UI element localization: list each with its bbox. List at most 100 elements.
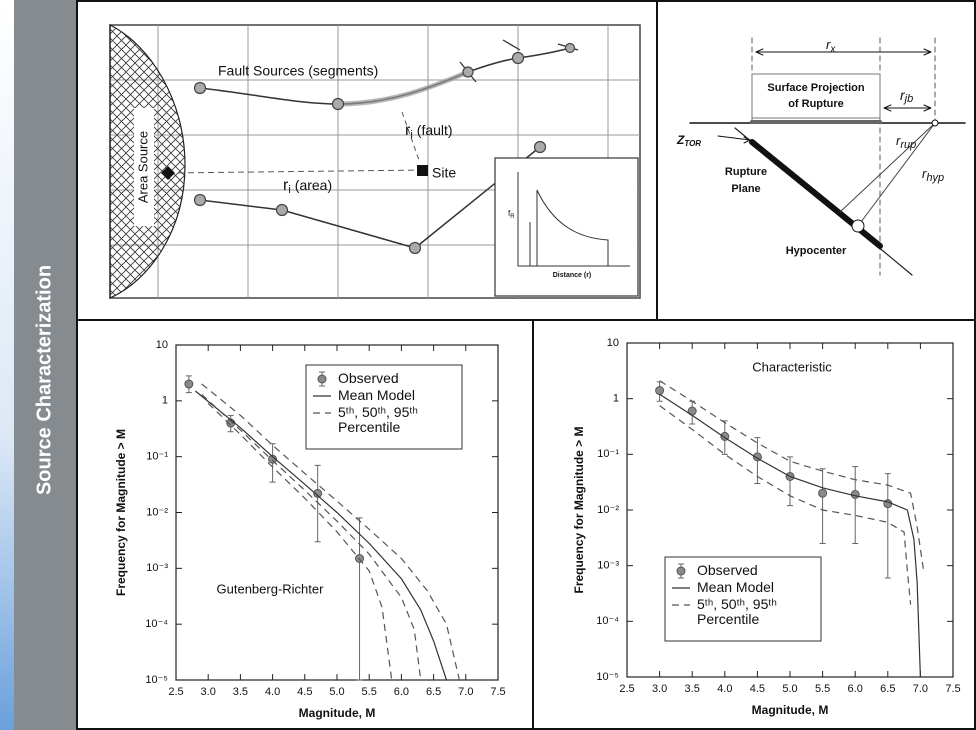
- y-tick-label: 10⁻⁴: [145, 618, 168, 630]
- data-point: [818, 488, 828, 498]
- legend-entry: Observed: [697, 563, 758, 578]
- symbol: r: [896, 133, 901, 148]
- chart: 10 1 10⁻¹ 10⁻² 10⁻³ 10⁻⁴ 10⁻⁵2.5 3.0 3.5 4.0 4.5 5.…: [572, 337, 960, 717]
- subscript: hyp: [926, 172, 944, 184]
- text: (fault): [417, 122, 453, 138]
- x-tick-label: 6.5: [880, 683, 895, 695]
- subscript: rup: [900, 139, 916, 151]
- symbol: r: [900, 87, 906, 103]
- subscript: x: [829, 44, 836, 55]
- inset-axes: [517, 172, 630, 267]
- x-axis-label: Magnitude, M: [752, 703, 829, 717]
- error-bar: [852, 466, 859, 545]
- label-bg: [134, 108, 154, 226]
- plane-label: Rupture: [725, 166, 767, 178]
- y-tick-label: 10⁻⁵: [596, 671, 619, 683]
- symbol: r: [922, 166, 927, 181]
- x-tick-label: 7.5: [490, 686, 505, 698]
- legend-entry: Mean Model: [338, 388, 415, 403]
- x-tick-label: 4.5: [750, 683, 765, 695]
- x-tick-label: 5.0: [782, 683, 797, 695]
- rupture-segment: [337, 69, 469, 107]
- hypocenter-label: Hypocenter: [786, 245, 847, 257]
- legend-entry: 5ᵗʰ, 50ᵗʰ, 95ᵗʰ Percentile: [338, 405, 418, 435]
- legend-label: 5ᵗʰ, 50ᵗʰ, 95ᵗʰ Percentile: [697, 597, 777, 627]
- legend-symbol: [676, 566, 686, 576]
- percentile-line: [659, 405, 912, 605]
- area-point: [161, 166, 175, 180]
- y-tick-label: 10: [607, 337, 619, 349]
- rrup-line: [839, 122, 936, 213]
- edge-strip: [0, 0, 14, 730]
- y-axis-label: Frequency for Magnitude > M: [572, 426, 586, 593]
- symbol: Z: [676, 133, 685, 147]
- panel-frame: [76, 0, 976, 730]
- data-point: [850, 489, 860, 499]
- fault-trace: [199, 146, 541, 249]
- x-tick-label: 4.5: [297, 686, 312, 698]
- legend-entry: Observed: [338, 371, 399, 386]
- x-tick-label: 6.0: [848, 683, 863, 695]
- y-tick-label: 10⁻⁵: [145, 674, 168, 686]
- percentile-line: [201, 394, 422, 681]
- fault-distance-label: ri (fault): [405, 122, 453, 141]
- error-bar: [884, 473, 891, 579]
- rhyp-line: [857, 122, 936, 227]
- y-tick-label: 10⁻⁴: [596, 615, 619, 627]
- x-tick-label: 2.5: [619, 683, 634, 695]
- legend-label: Observed: [697, 563, 758, 578]
- y-axis-label: Frequency for Magnitude > M: [114, 429, 128, 596]
- percentile-line: [201, 383, 460, 681]
- chart-title: Characteristic: [752, 359, 832, 374]
- x-tick-label: 5.5: [815, 683, 830, 695]
- legend-symbol: [317, 374, 327, 384]
- site-label: Site: [432, 165, 456, 181]
- y-tick-label: 10⁻¹: [597, 448, 619, 460]
- x-tick-label: 4.0: [717, 683, 732, 695]
- x-tick-label: 5.5: [362, 686, 377, 698]
- mean-line: [659, 393, 921, 678]
- y-tick-label: 1: [162, 395, 168, 407]
- rupture-diagram: rx Surface Projection of Rupture rjb ZTO…: [676, 37, 966, 276]
- legend-entry: Mean Model: [697, 580, 774, 595]
- legend-entry: 5ᵗʰ, 50ᵗʰ, 95ᵗʰ Percentile: [697, 597, 777, 627]
- error-bar: [314, 464, 321, 543]
- data-point: [268, 454, 278, 464]
- x-tick-label: 3.5: [685, 683, 700, 695]
- plane-label: Plane: [731, 183, 760, 195]
- site-marker: [417, 165, 428, 176]
- legend-box: [664, 556, 822, 642]
- error-bar: [819, 468, 826, 545]
- rjb-arrow: [883, 104, 932, 112]
- x-tick-label: 6.0: [394, 686, 409, 698]
- projection-label: of Rupture: [788, 98, 844, 110]
- y-tick-label: 10: [156, 339, 168, 351]
- symbol: r: [283, 177, 289, 194]
- y-tick-label: 10⁻¹: [146, 451, 168, 463]
- x-tick-label: 3.5: [233, 686, 248, 698]
- y-tick-label: 10⁻²: [146, 506, 168, 518]
- annotation: Gutenberg-Richter: [217, 581, 325, 596]
- legend-label: 5ᵗʰ, 50ᵗʰ, 95ᵗʰ Percentile: [338, 405, 418, 435]
- error-bar: [787, 456, 793, 507]
- inset-y-label: fR: [508, 209, 515, 219]
- rhyp-label: rhyp: [922, 166, 944, 183]
- subscript: i: [288, 184, 290, 196]
- area-distance-line: [167, 169, 427, 174]
- subscript: TOR: [684, 139, 701, 148]
- x-tick-label: 3.0: [201, 686, 216, 698]
- mean-line: [194, 390, 448, 681]
- y-tick-label: 10⁻²: [597, 504, 619, 516]
- chart: 10 1 10⁻¹ 10⁻² 10⁻³ 10⁻⁴ 10⁻⁵2.5 3.0 3.5 4.0 4.5 5.…: [114, 339, 505, 720]
- projection-label: Surface Projection: [767, 82, 864, 94]
- inset-curve: [529, 189, 609, 266]
- percentile-line: [659, 380, 925, 572]
- subscript: i: [410, 129, 412, 141]
- x-tick-label: 7.0: [458, 686, 473, 698]
- x-tick-label: 7.0: [913, 683, 928, 695]
- x-tick-label: 5.0: [329, 686, 344, 698]
- hypocenter: [851, 219, 865, 233]
- sidebar-title: Source Characterization: [33, 265, 55, 495]
